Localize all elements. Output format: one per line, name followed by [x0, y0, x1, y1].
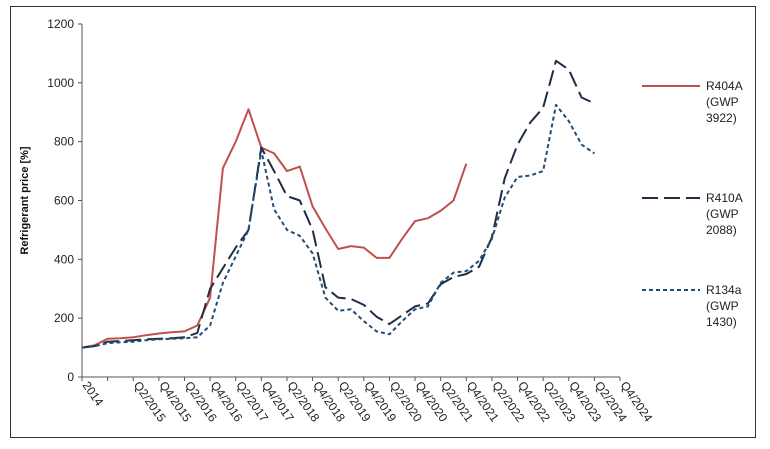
y-tick-label: 1200	[47, 17, 74, 31]
legend-label-r134a: (GWP	[706, 299, 739, 313]
series-line-r410a	[81, 59, 595, 349]
y-tick-label: 600	[54, 194, 74, 208]
legend-label-r404a: R404A	[706, 79, 743, 93]
legend-label-r404a: 3922)	[706, 111, 737, 125]
chart-frame	[10, 6, 756, 438]
y-tick-label: 1000	[47, 76, 74, 90]
legend-label-r410a: (GWP	[706, 207, 739, 221]
legend-label-r410a: 2088)	[706, 223, 737, 237]
y-tick-label: 400	[54, 252, 74, 266]
y-tick-label: 800	[54, 135, 74, 149]
legend-label-r410a: R410A	[706, 191, 743, 205]
y-tick-label: 0	[67, 370, 74, 384]
y-axis-title: Refrigerant price [%]	[19, 146, 31, 255]
series-line-r134a	[81, 103, 595, 349]
legend-label-r134a: 1430)	[706, 315, 737, 329]
legend-label-r404a: (GWP	[706, 95, 739, 109]
x-tick-label: 2014	[80, 379, 107, 409]
series-line-r404a	[81, 108, 468, 349]
legend-label-r134a: R134a	[706, 283, 742, 297]
y-tick-label: 200	[54, 311, 74, 325]
